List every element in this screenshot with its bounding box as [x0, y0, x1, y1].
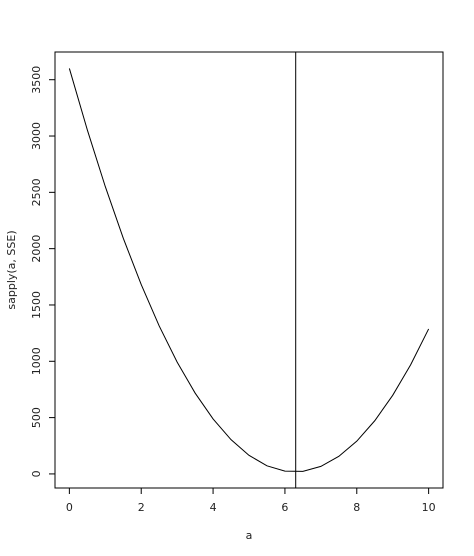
y-tick-label: 1000 — [30, 347, 43, 375]
y-tick-label: 1500 — [30, 291, 43, 319]
y-axis-label: sapply(a, SSE) — [5, 230, 18, 309]
x-tick-label: 6 — [281, 501, 288, 514]
x-tick-label: 10 — [422, 501, 436, 514]
line — [68, 68, 430, 472]
x-tick-label: 2 — [138, 501, 145, 514]
y-tick-label: 3000 — [30, 122, 43, 150]
plot-box — [54, 51, 444, 489]
y-tick-label: 2000 — [30, 235, 43, 263]
y-tick-label: 2500 — [30, 178, 43, 206]
x-tick-label: 0 — [66, 501, 73, 514]
x-tick-label: 4 — [210, 501, 217, 514]
x-tick-label: 8 — [353, 501, 360, 514]
y-tick-label: 0 — [30, 470, 43, 477]
x-axis-label: a — [246, 529, 253, 542]
y-tick-label: 3500 — [30, 66, 43, 94]
y-tick-label: 500 — [30, 407, 43, 428]
